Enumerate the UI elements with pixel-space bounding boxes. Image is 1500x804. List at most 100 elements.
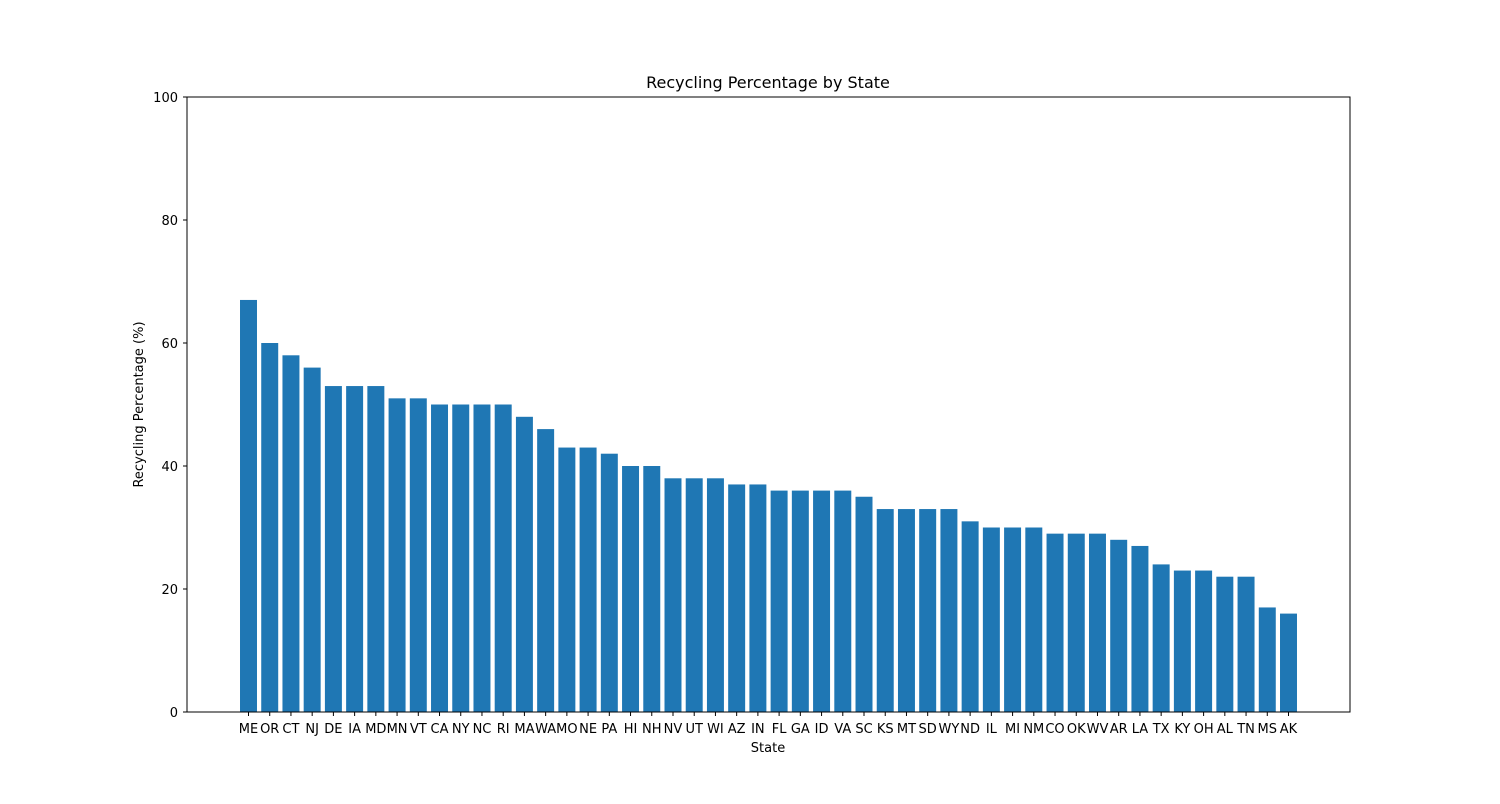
bar-ia <box>346 386 364 712</box>
x-tick-label: NH <box>642 722 662 737</box>
x-tick-label: MA <box>514 722 534 737</box>
x-tick-label: NC <box>473 722 492 737</box>
bar-wi <box>706 478 724 712</box>
y-tick-label: 100 <box>153 91 178 106</box>
bar-ms <box>1258 607 1276 712</box>
x-tick-label: ND <box>960 722 980 737</box>
bars-group <box>240 299 1297 712</box>
bar-me <box>240 299 257 712</box>
y-tick-label: 60 <box>161 337 178 352</box>
x-tick-label: NM <box>1023 722 1044 737</box>
x-tick-label: SD <box>919 722 937 737</box>
x-tick-label: WI <box>707 722 724 737</box>
bar-mn <box>388 398 406 712</box>
x-tick-label: AZ <box>728 722 746 737</box>
bar-tx <box>1152 564 1170 712</box>
bar-ar <box>1110 539 1128 712</box>
bar-ri <box>494 404 512 712</box>
x-tick-label: VT <box>410 722 427 737</box>
x-tick-label: WV <box>1087 722 1109 737</box>
x-tick-label: NY <box>452 722 470 737</box>
x-tick-label: IL <box>986 722 998 737</box>
bar-ky <box>1173 570 1191 712</box>
x-tick-label: KS <box>877 722 894 737</box>
bar-wv <box>1088 533 1106 712</box>
bar-md <box>367 386 385 712</box>
x-tick-label: NJ <box>305 722 319 737</box>
bar-sd <box>919 509 937 712</box>
y-tick-label: 40 <box>161 460 178 475</box>
y-axis-ticks: 0 20 40 60 80 100 <box>153 91 187 721</box>
x-tick-label: AL <box>1217 722 1234 737</box>
bar-wy <box>940 509 958 712</box>
x-tick-label: AR <box>1110 722 1128 737</box>
x-tick-label: WY <box>939 722 960 737</box>
x-tick-label: TN <box>1236 722 1255 737</box>
x-tick-label: ID <box>815 722 829 737</box>
x-tick-label: IA <box>348 722 361 737</box>
x-tick-label: MN <box>387 722 408 737</box>
x-tick-label: TX <box>1152 722 1170 737</box>
y-tick-label: 0 <box>170 706 178 721</box>
x-tick-label: MS <box>1258 722 1277 737</box>
x-tick-label: OK <box>1067 722 1086 737</box>
x-axis-label: State <box>751 741 785 756</box>
x-tick-label: VA <box>834 722 851 737</box>
bar-ks <box>876 509 894 712</box>
bar-ma <box>515 416 533 712</box>
bar-mo <box>558 447 576 712</box>
bar-ny <box>452 404 470 712</box>
plot-frame <box>186 96 1351 713</box>
bar-in <box>749 484 767 712</box>
bar-id <box>813 490 831 712</box>
bar-wa <box>537 429 555 712</box>
x-tick-label: OR <box>260 722 279 737</box>
x-axis-ticks: ME OR CT NJ DE IA MD MN VT CA NY NC RI MA WA MO NE PA HI NH… <box>239 712 1298 737</box>
x-tick-label: CT <box>282 722 299 737</box>
bar-ak <box>1280 613 1297 712</box>
bar-mi <box>1004 527 1022 712</box>
bar-tn <box>1237 576 1255 712</box>
x-tick-label: NV <box>664 722 683 737</box>
bar-al <box>1216 576 1234 712</box>
bar-de <box>324 386 342 712</box>
x-tick-label: OH <box>1194 722 1214 737</box>
bar-fl <box>770 490 788 712</box>
x-tick-label: LA <box>1132 722 1149 737</box>
x-tick-label: CA <box>431 722 449 737</box>
x-tick-label: HI <box>624 722 638 737</box>
bar-il <box>982 527 1000 712</box>
bar-nj <box>303 367 321 712</box>
bar-ne <box>579 447 597 712</box>
x-tick-label: ME <box>239 722 258 737</box>
y-axis-label: Recycling Percentage (%) <box>132 321 147 487</box>
x-tick-label: GA <box>791 722 810 737</box>
bar-ct <box>282 355 300 712</box>
x-tick-label: AK <box>1280 722 1298 737</box>
bar-ok <box>1067 533 1085 712</box>
bar-mt <box>897 509 915 712</box>
bar-ca <box>431 404 449 712</box>
y-tick-label: 20 <box>161 583 178 598</box>
x-tick-label: PA <box>601 722 617 737</box>
bar-pa <box>600 453 618 712</box>
bar-nh <box>643 466 661 712</box>
bar-la <box>1131 545 1149 712</box>
bar-nm <box>1025 527 1043 712</box>
x-tick-label: CO <box>1045 722 1064 737</box>
bar-co <box>1046 533 1064 712</box>
x-tick-label: MO <box>556 722 577 737</box>
x-tick-label: SC <box>855 722 872 737</box>
bar-oh <box>1195 570 1213 712</box>
x-tick-label: WA <box>535 722 556 737</box>
bar-nd <box>961 521 979 712</box>
x-tick-label: MI <box>1005 722 1020 737</box>
x-tick-label: UT <box>685 722 703 737</box>
x-tick-label: IN <box>751 722 765 737</box>
bar-sc <box>855 496 873 712</box>
bar-vt <box>409 398 427 712</box>
x-tick-label: MD <box>365 722 386 737</box>
bar-nv <box>664 478 682 712</box>
